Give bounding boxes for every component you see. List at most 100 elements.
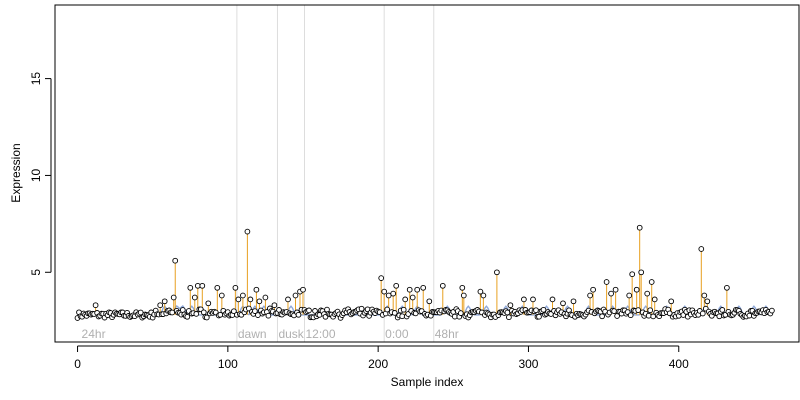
segment-label: dawn [238,327,267,341]
data-point [391,310,398,316]
data-point [232,284,239,291]
data-point [651,296,658,303]
data-point [627,312,634,319]
data-point [184,313,191,320]
data-point [400,306,407,313]
segment-label: 12:00 [306,327,336,341]
data-point [457,310,464,316]
data-point [608,290,614,297]
data-point [704,298,711,305]
data-point [612,286,619,293]
data-point [668,298,675,305]
data-point [716,313,723,320]
segment-label: dusk [278,327,304,341]
data-point [460,292,467,299]
data-point [199,282,206,289]
data-point [409,294,416,301]
data-point [590,286,596,293]
data-point [599,313,605,320]
data-point [218,292,225,299]
data-point [439,282,446,289]
data-point [244,228,251,235]
x-tick-label: 0 [74,357,81,371]
data-point [393,282,400,289]
y-axis: 5 10 15 [29,72,52,276]
data-point [187,284,194,291]
data-point [603,279,610,285]
data-point [390,290,397,297]
data-point [137,309,144,316]
data-point [549,296,556,303]
segment-boundary-lines [236,5,435,342]
data-point [507,302,514,309]
data-point [240,292,246,299]
data-point [262,294,269,301]
plot-frame [54,4,800,343]
data-point [312,308,318,314]
data-point [205,300,212,307]
segment-label-layer: 24hr dawn dusk 12:00 0:00 48hr [82,327,459,341]
data-point [645,312,652,319]
x-axis-title: Sample index [391,375,464,389]
data-point [378,275,385,281]
data-point [769,307,775,314]
y-tick-label: 15 [29,72,43,86]
data-point [306,307,312,314]
segment-label: 24hr [82,327,106,341]
data-point [193,311,200,317]
segment-label: 0:00 [385,327,409,341]
data-point [611,308,617,314]
data-point [426,298,433,305]
data-point [231,308,237,315]
data-point [381,288,388,295]
data-point [235,296,242,303]
data-point [295,311,302,318]
data-point [414,286,421,293]
data-point [635,307,642,313]
data-point [384,306,391,313]
data-point [633,286,640,293]
data-point [292,292,299,299]
data-point [724,284,730,291]
data-point [203,314,210,321]
data-point [265,312,272,319]
data-point [172,257,179,264]
data-point [536,313,542,320]
data-point [699,310,706,317]
data-point [506,314,512,321]
data-point [459,284,466,291]
x-tick-label: 300 [518,357,538,371]
data-point [701,292,708,299]
x-tick-label: 100 [218,357,238,371]
data-point [644,290,651,297]
data-point [157,302,164,309]
data-point [252,308,258,314]
x-axis: 0 100 200 300 400 [74,345,689,371]
data-point [638,269,645,276]
data-point [170,294,177,301]
data-point-layer [74,224,775,321]
data-point [253,286,260,293]
data-point [406,286,413,293]
data-point [358,305,365,312]
y-tick-label: 10 [29,168,43,182]
y-axis-title: Expression [9,143,23,202]
segment-label: 48hr [435,327,459,341]
data-point [587,292,593,299]
data-point [161,298,168,305]
spike-stem-layer [95,227,728,315]
data-point [570,298,577,305]
data-point [521,296,527,303]
data-point [629,271,636,278]
data-point [560,300,566,307]
data-point [300,286,306,293]
data-point [648,279,655,285]
x-tick-label: 400 [669,357,689,371]
data-point [256,298,263,305]
data-point [719,307,726,313]
data-point [647,307,654,314]
data-point [494,269,500,276]
y-tick-label: 5 [29,269,43,276]
data-point [200,309,207,316]
